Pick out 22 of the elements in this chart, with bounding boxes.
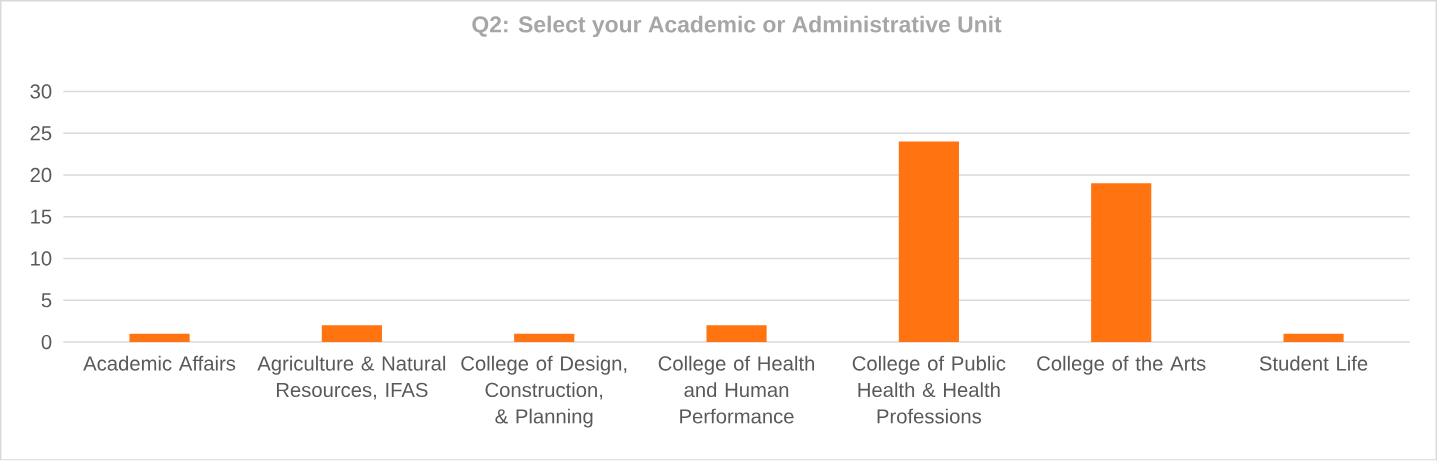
- bar: [706, 325, 767, 343]
- bar: [129, 333, 190, 343]
- x-tick-label: Academic Affairs: [83, 356, 236, 371]
- y-tick-label: 15: [31, 209, 52, 225]
- x-tick-label: College of Public Health & Health Professions: [852, 356, 1006, 424]
- bar: [1091, 183, 1152, 343]
- y-tick-label: 30: [30, 84, 52, 99]
- chart-title: Q2: Select your Academic or Administrative Unit: [472, 15, 1002, 38]
- bar: [514, 333, 575, 343]
- x-tick-label: College of Design, Construction, & Planning: [461, 356, 627, 428]
- y-tick-label: 5: [41, 293, 52, 308]
- x-tick-label: Agriculture & Natural Resources, IFAS: [257, 356, 446, 400]
- x-tick-label: College of the Arts: [1037, 356, 1206, 375]
- y-tick-label: 10: [31, 251, 52, 266]
- bar: [1283, 333, 1344, 343]
- y-tick-label: 0: [41, 335, 52, 350]
- x-tick-label: Student Life: [1259, 356, 1368, 371]
- x-tick-label: College of Health and Human Performance: [658, 356, 815, 424]
- y-tick-label: 20: [30, 168, 52, 183]
- y-tick-label: 25: [30, 126, 52, 141]
- bar: [321, 325, 382, 343]
- bar: [898, 141, 959, 343]
